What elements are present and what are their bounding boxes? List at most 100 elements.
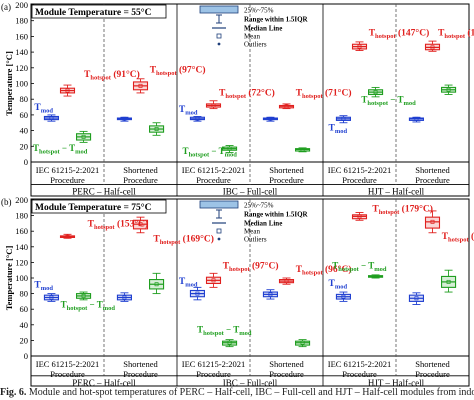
annotation-label: Thotspot (153°C) [88, 219, 149, 232]
annotation-sub: mod [335, 128, 348, 135]
y-tick-label: 120 [15, 63, 28, 73]
annotation-sub: hotspot [90, 75, 111, 82]
y-tick-label: 80 [20, 289, 29, 299]
annotation-main: T [372, 205, 379, 215]
box-thotspottmod-mean [300, 340, 305, 345]
procedure-label: Shortened Procedure [269, 359, 304, 379]
box-tmod-mean [195, 291, 200, 296]
annotation-part: T [361, 94, 367, 104]
box-tmod-mean [414, 296, 419, 301]
y-tick-label: 200 [15, 195, 28, 205]
procedure-label-line: IEC 61215-2:2021 [328, 359, 392, 369]
annotation-main: T [84, 70, 91, 80]
annotation-part: − T [388, 94, 403, 104]
y-tick-label: 0 [24, 351, 28, 361]
legend-outlier-swatch [217, 42, 221, 46]
procedure-label-line: Procedure [415, 175, 450, 185]
legend-outlier-swatch [217, 237, 221, 241]
procedure-label-line: Shortened [269, 165, 304, 175]
box-tmod-mean [122, 295, 127, 300]
annotation-part: − T [224, 325, 239, 335]
group-label: HJT – Half-cell [368, 186, 425, 196]
box-thotspottmod-mean [81, 293, 86, 298]
y-tick-label: 200 [15, 0, 28, 10]
annotation-value: (153°C) [115, 219, 149, 230]
legend-mean-swatch [216, 33, 222, 39]
annotation-main: T [219, 88, 226, 98]
procedure-label-line: Procedure [269, 369, 304, 379]
box-thotspottmod-mean [373, 274, 378, 279]
y-tick-label: 180 [15, 211, 28, 221]
box-tmod-mean [49, 116, 54, 120]
procedure-label-line: IEC 61215-2:2021 [36, 165, 100, 175]
panel-title: Module Temperature = 55°C [35, 7, 152, 18]
annotation-part: T [332, 261, 338, 271]
y-tick-label: 0 [24, 157, 28, 167]
procedure-label-line: IEC 61215-2:2021 [182, 165, 246, 175]
procedure-label-line: Procedure [123, 175, 158, 185]
procedure-label: IEC 61215-2:2021 Procedure [36, 359, 100, 379]
annotation-sub: hotspot [229, 266, 250, 273]
annotation-part: T [197, 325, 203, 335]
annotation-part: hotspot [203, 330, 224, 337]
legend-box-label: 25%~75% [244, 7, 274, 15]
annotation-part: mod [374, 266, 387, 273]
annotation-sub: mod [41, 108, 54, 115]
annotation-part: mod [225, 152, 238, 159]
box-tmod-mean [195, 116, 200, 121]
y-tick-label: 100 [15, 273, 28, 283]
annotation-label: Tmod [34, 280, 53, 292]
annotation-label: Thotspot (72°C) [219, 87, 275, 100]
box-thotspot-mean [211, 278, 216, 283]
box-tmod-mean [268, 116, 273, 121]
annotation-sub: mod [185, 282, 198, 289]
procedure-label-line: Procedure [50, 175, 85, 185]
box-thotspot-mean [284, 104, 289, 109]
annotation-label: Tmod [34, 103, 53, 115]
annotation-main: T [296, 88, 303, 98]
y-tick-label: 100 [15, 79, 28, 89]
legend-whisker-label: Range within 1.5IQR [244, 211, 309, 219]
procedure-label-line: Shortened [123, 359, 158, 369]
box-thotspot-mean [138, 83, 143, 88]
caption-text: Module and hot-spot temperatures of PERC… [28, 387, 474, 398]
procedure-label: Shortened Procedure [415, 165, 450, 185]
annotation-part: mod [103, 305, 116, 312]
legend-box-swatch [199, 200, 239, 209]
procedure-label-line: Procedure [342, 369, 377, 379]
box-thotspot-mean [138, 222, 143, 227]
annotation-part: mod [403, 100, 416, 107]
procedure-label-line: Procedure [196, 369, 231, 379]
procedure-label-line: Procedure [123, 369, 158, 379]
y-axis-label: Temperature [°C] [4, 246, 14, 311]
y-tick-label: 40 [20, 320, 29, 330]
y-tick-label: 20 [20, 335, 29, 345]
group-label: PERC – Half-cell [72, 186, 136, 196]
procedure-label-line: Shortened [415, 359, 450, 369]
annotation-label: Thotspot (169°C) [153, 233, 214, 246]
y-tick-label: 140 [15, 242, 28, 252]
legend-median-label: Median Line [244, 220, 282, 228]
annotation-sub: hotspot [94, 224, 115, 231]
annotation-part: hotspot [67, 305, 88, 312]
procedure-label: IEC 61215-2:2021 Procedure [36, 165, 100, 185]
y-tick-label: 160 [15, 31, 28, 41]
annotation-part: − T [359, 261, 374, 271]
group-label: IBC – Full-cell [223, 378, 278, 387]
box-thotspot-body [424, 216, 441, 229]
annotation-main: T [179, 277, 186, 287]
annotation-label: Thotspot − Tmod [332, 261, 387, 274]
legend-mean-label: Mean [244, 33, 260, 41]
caption-label: Fig. 6. [0, 387, 27, 398]
annotation-label: Thotspot − Tmod [61, 300, 116, 313]
box-thotspottmod-mean [300, 147, 305, 152]
annotation-part: hotspot [39, 149, 60, 156]
procedure-label-line: Procedure [342, 175, 377, 185]
box-thotspot-mean [65, 88, 70, 93]
title-box [31, 4, 167, 19]
box-tmod-mean [341, 294, 346, 299]
annotation-main: T [150, 66, 157, 76]
annotation-value: (179°C) [399, 204, 433, 215]
annotation-main: T [296, 265, 303, 275]
procedure-label-line: Shortened [269, 359, 304, 369]
